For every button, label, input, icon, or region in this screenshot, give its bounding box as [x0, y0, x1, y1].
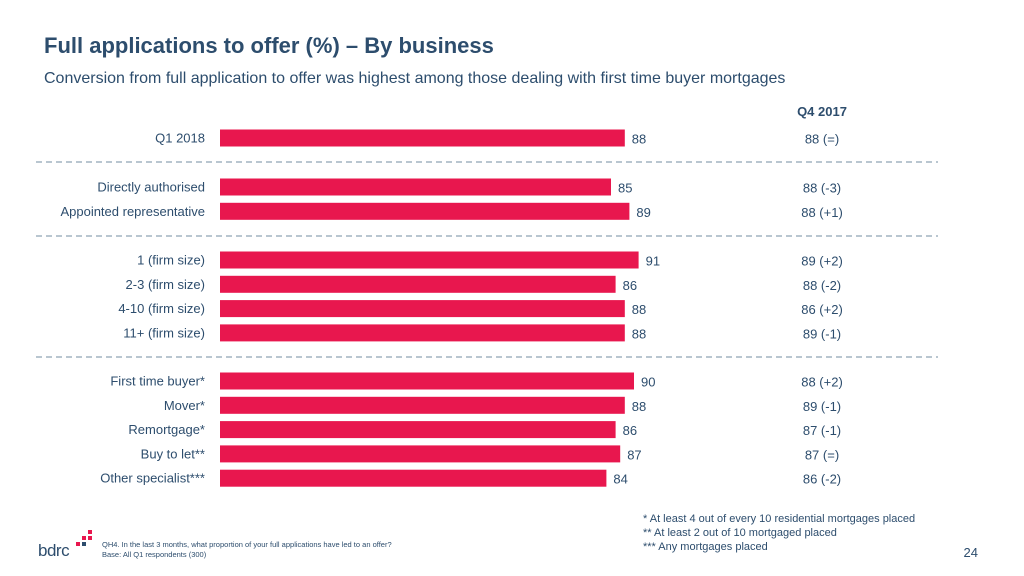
comparison-value: 88 (+2) — [801, 375, 843, 390]
page-title: Full applications to offer (%) – By busi… — [44, 33, 494, 58]
source-question: QH4. In the last 3 months, what proporti… — [102, 540, 392, 549]
comparison-value: 89 (+2) — [801, 254, 843, 269]
bar — [220, 178, 611, 196]
data-label: 85 — [618, 181, 632, 196]
category-label: 11+ (firm size) — [123, 325, 205, 340]
category-label: Mover* — [164, 398, 205, 413]
category-label: Buy to let** — [141, 446, 205, 461]
comparison-value: 89 (-1) — [803, 399, 841, 414]
page-subtitle: Conversion from full application to offe… — [44, 70, 786, 87]
bar — [220, 421, 616, 439]
data-label: 88 — [632, 132, 646, 147]
comparison-value: 87 (-1) — [803, 423, 841, 438]
category-label: Other specialist*** — [100, 471, 205, 486]
footnote-1: * At least 4 out of every 10 residential… — [643, 513, 916, 525]
footnote-2: ** At least 2 out of 10 mortgaged placed — [643, 527, 837, 539]
source-base: Base: All Q1 respondents (300) — [102, 550, 207, 559]
comparison-value: 88 (+1) — [801, 205, 843, 220]
data-label: 91 — [646, 254, 660, 269]
category-label: Directly authorised — [97, 180, 205, 195]
bar — [220, 469, 607, 487]
comparison-value: 88 (-3) — [803, 181, 841, 196]
data-label: 88 — [632, 399, 646, 414]
comparison-column-header: Q4 2017 — [797, 104, 847, 119]
data-label: 86 — [623, 423, 637, 438]
bar — [220, 129, 625, 147]
bar — [220, 275, 616, 293]
logo-text: bdrc — [38, 541, 70, 560]
footnotes: * At least 4 out of every 10 residential… — [643, 512, 915, 554]
data-label: 88 — [632, 326, 646, 341]
category-label: First time buyer* — [110, 374, 205, 389]
category-label: 4-10 (firm size) — [118, 301, 205, 316]
bar — [220, 372, 634, 390]
page-number: 24 — [963, 545, 978, 560]
bar — [220, 300, 625, 318]
category-label: Appointed representative — [60, 204, 205, 219]
data-label: 87 — [627, 447, 641, 462]
bar — [220, 445, 621, 463]
bar — [220, 251, 639, 269]
comparison-value: 86 (-2) — [803, 472, 841, 487]
data-label: 90 — [641, 375, 655, 390]
footnote-3: *** Any mortgages placed — [643, 541, 768, 553]
data-label: 84 — [613, 472, 627, 487]
comparison-value: 89 (-1) — [803, 326, 841, 341]
category-label: Remortgage* — [128, 422, 205, 437]
category-label: 2-3 (firm size) — [126, 277, 205, 292]
comparison-value: 88 (-2) — [803, 278, 841, 293]
category-label: Q1 2018 — [155, 131, 205, 146]
comparison-value: 87 (=) — [805, 447, 839, 462]
data-label: 86 — [623, 278, 637, 293]
bar — [220, 202, 630, 220]
category-label: 1 (firm size) — [137, 253, 205, 268]
source-note: QH4. In the last 3 months, what proporti… — [102, 540, 392, 560]
bar — [220, 396, 625, 414]
bdrc-logo: bdrc — [30, 528, 96, 562]
comparison-value: 88 (=) — [805, 132, 839, 147]
comparison-value: 86 (+2) — [801, 302, 843, 317]
data-label: 88 — [632, 302, 646, 317]
bar — [220, 324, 625, 342]
data-label: 89 — [636, 205, 650, 220]
